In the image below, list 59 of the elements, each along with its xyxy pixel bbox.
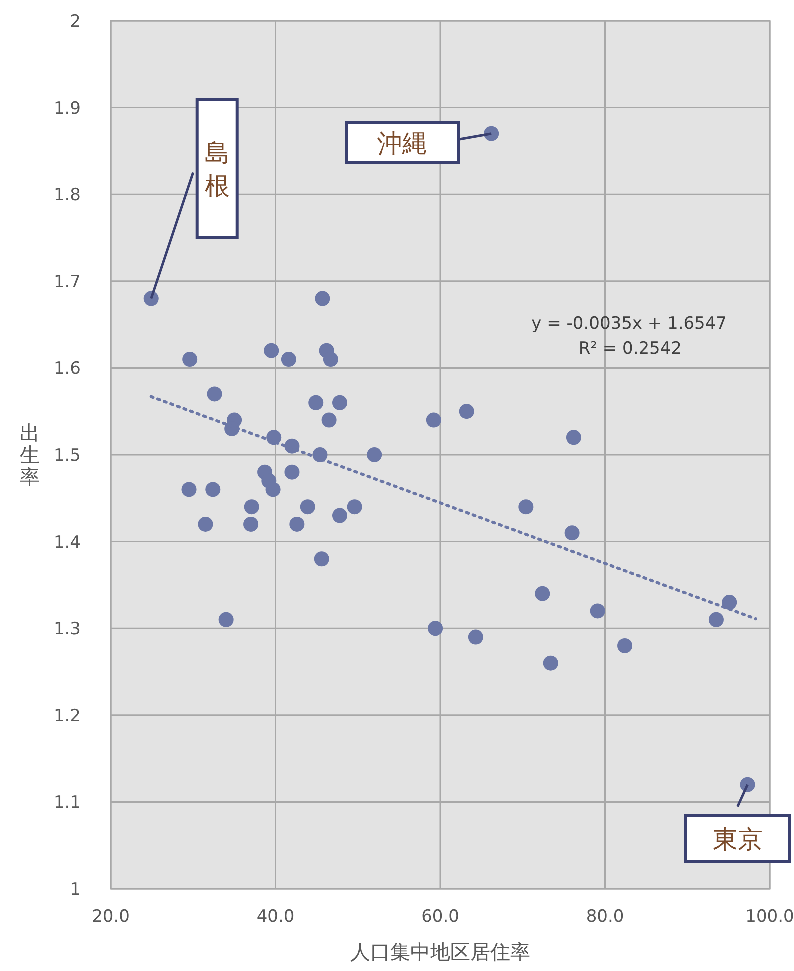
point (281, 352, 296, 368)
y-axis-title: 出生率 (20, 421, 40, 489)
x-tick-label: 20.0 (92, 907, 130, 927)
point (566, 430, 582, 446)
point (618, 638, 633, 654)
point (182, 482, 197, 498)
y-tick-label: 2 (70, 12, 81, 32)
point (264, 343, 280, 358)
annotation: 沖縄 (378, 128, 428, 158)
y-tick-label: 1.6 (54, 359, 81, 380)
point (314, 552, 330, 567)
point (722, 595, 738, 610)
x-tick-label: 100.0 (746, 907, 794, 927)
x-tick-label: 80.0 (586, 907, 624, 927)
point (266, 482, 281, 498)
y-tick-label: 1.9 (54, 98, 81, 119)
annotation: 島根 (204, 138, 230, 200)
point (308, 395, 324, 410)
point (244, 500, 260, 515)
point (244, 516, 259, 532)
point (206, 482, 221, 498)
point (564, 526, 580, 541)
point (535, 586, 550, 602)
point (300, 500, 316, 515)
point (332, 395, 348, 410)
y-tick-label: 1 (70, 880, 81, 900)
point (590, 604, 606, 619)
point (543, 656, 558, 671)
point (332, 508, 348, 524)
annotation: 東京 (712, 824, 763, 854)
point (468, 630, 484, 645)
point (518, 500, 534, 515)
point (322, 412, 337, 428)
y-tick-label: 1.4 (54, 532, 81, 553)
y-tick-label: 1.8 (54, 186, 81, 206)
x-tick-label: 60.0 (422, 907, 460, 927)
x-axis-title: 人口集中地区居住率 (350, 940, 530, 964)
point (428, 621, 444, 636)
point (459, 404, 474, 420)
point (182, 352, 198, 368)
point (367, 448, 382, 462)
y-tick-label: 1.3 (54, 620, 81, 640)
point (426, 412, 442, 428)
point (708, 612, 724, 628)
x-tick-label: 40.0 (256, 907, 295, 927)
point (290, 516, 305, 532)
y-tick-label: 1.1 (54, 793, 81, 814)
point (323, 352, 338, 368)
point (207, 386, 222, 402)
annotation: y = -0.0035x + 1.6547 (532, 314, 727, 334)
y-tick-label: 1.7 (54, 272, 81, 292)
annotation: R² = 0.2542 (578, 339, 682, 359)
y-tick-label: 1.2 (54, 706, 81, 726)
point (315, 291, 330, 306)
point (284, 464, 300, 480)
point (198, 516, 214, 532)
y-tick-label: 1.5 (54, 446, 81, 466)
point (347, 500, 362, 515)
point (218, 612, 234, 628)
